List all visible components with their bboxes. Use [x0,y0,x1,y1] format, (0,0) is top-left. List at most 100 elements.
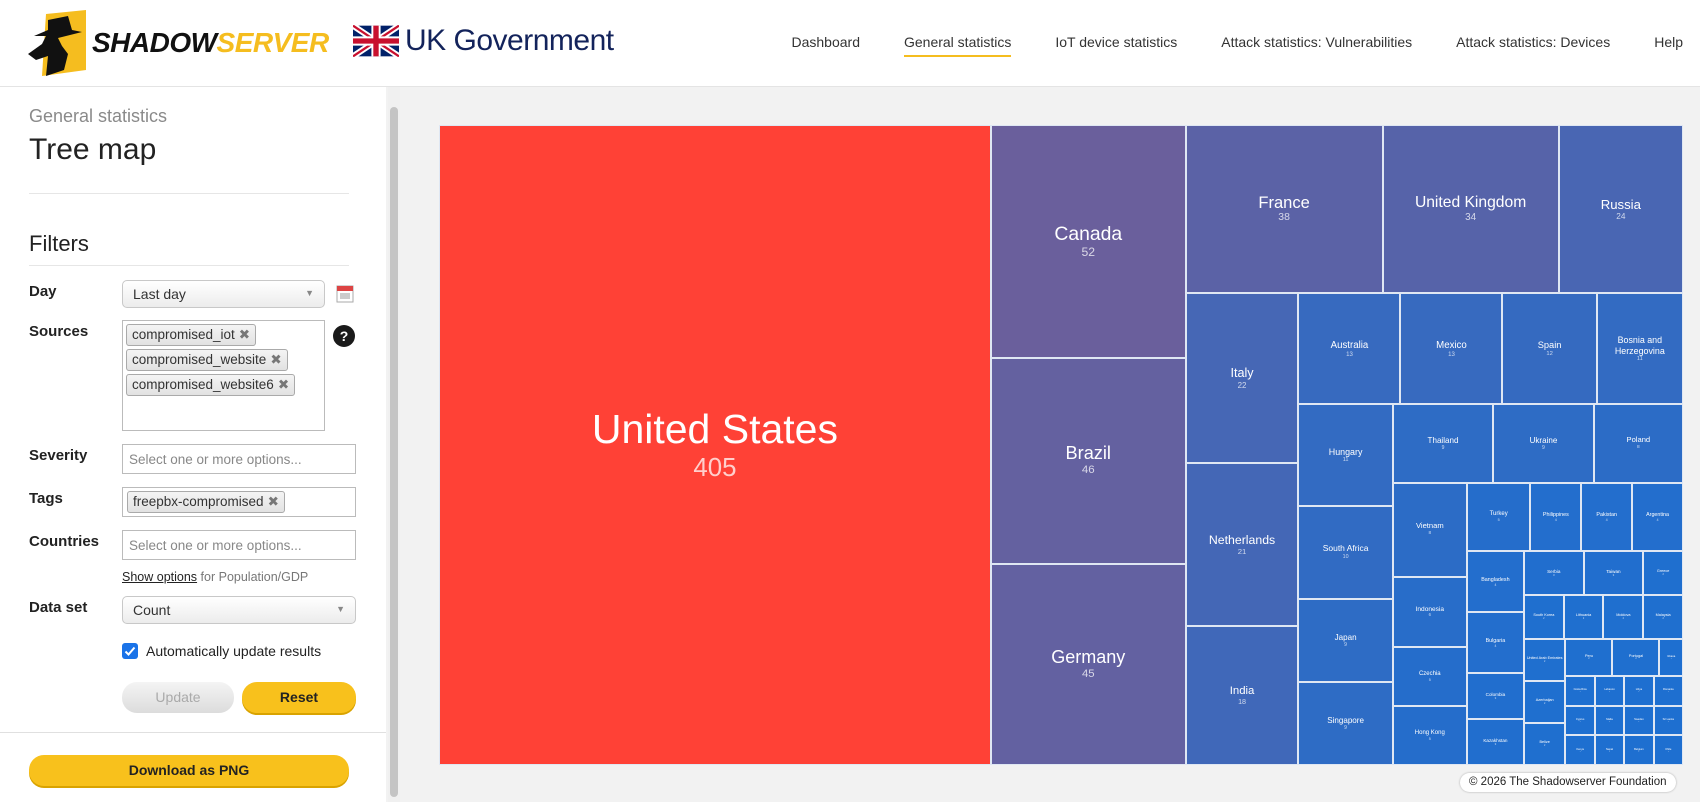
source-tag[interactable]: compromised_website ✖ [126,349,288,371]
treemap-cell[interactable]: Nepal 1 [1594,735,1625,765]
treemap-cell-label: Moldova [1616,613,1631,618]
treemap-cell[interactable]: Azerbaijan 2 [1523,680,1566,723]
reset-button[interactable]: Reset [242,682,356,713]
treemap-cell[interactable]: Romania 1 [1653,675,1683,706]
sources-multiselect[interactable]: compromised_iot ✖ compromised_website ✖ co… [122,320,325,431]
treemap-cell[interactable]: Lithuania 2 [1563,595,1604,639]
treemap-cell[interactable]: Serbia 3 [1523,551,1584,595]
logo-text-server: SERVER [216,27,330,58]
treemap-cell[interactable]: France 38 [1185,125,1383,294]
treemap-cell[interactable]: Hungary 11 [1298,404,1393,507]
treemap-cell[interactable]: Russia 24 [1558,125,1683,294]
chevron-down-icon: ▼ [305,288,314,298]
treemap-cell[interactable]: Netherlands 21 [1185,463,1299,626]
remove-tag-icon[interactable]: ✖ [277,377,290,392]
treemap-cell[interactable]: Sweden 1 [1624,705,1654,736]
treemap-cell[interactable]: Brazil 46 [990,357,1186,564]
treemap-cell[interactable]: United Kingdom 34 [1382,125,1559,294]
remove-tag-icon[interactable]: ✖ [267,494,279,509]
treemap-cell[interactable]: Poland 8 [1593,404,1683,483]
treemap-cell[interactable]: Colombia 3 [1466,673,1524,720]
treemap-cell[interactable]: Kazakhstan 3 [1466,719,1524,765]
treemap-cell[interactable]: Singapore 9 [1298,681,1393,765]
treemap-cell[interactable]: Pakistan 4 [1581,482,1633,552]
treemap-cell[interactable]: Sri Lanka 1 [1653,705,1683,736]
treemap-cell[interactable]: South Korea 2 [1523,595,1564,639]
show-options-link[interactable]: Show options [122,570,198,584]
treemap-cell[interactable]: Chile 1 [1653,735,1683,765]
tag-chip[interactable]: freepbx-compromised ✖ [127,491,285,513]
treemap-cell[interactable]: Vietnam 8 [1392,482,1467,577]
treemap-cell[interactable]: Taiwan 3 [1583,551,1644,595]
scrollbar-thumb[interactable] [390,107,398,797]
treemap-cell[interactable]: Australia 13 [1298,293,1401,405]
nav-iot-device-statistics[interactable]: IoT device statistics [1055,34,1178,50]
treemap-cell[interactable]: Malaysia 2 [1643,595,1683,639]
treemap-cell[interactable]: Ghana 1 [1659,638,1683,676]
severity-input[interactable]: Select one or more options... [122,444,356,474]
calendar-icon[interactable] [336,284,354,303]
treemap-cell[interactable]: Belize 2 [1523,722,1566,765]
treemap-cell[interactable]: Portugal 2 [1612,638,1660,676]
treemap-cell-label: Ghana [1667,654,1676,658]
treemap-cell[interactable]: Costa Rica 1 [1565,675,1595,706]
uk-government-logo: UK Government [353,24,614,58]
treemap-cell[interactable]: Bangladesh 4 [1466,551,1524,613]
update-button[interactable]: Update [122,682,234,713]
treemap-cell[interactable]: Peru 2 [1565,638,1613,676]
day-select[interactable]: Last day ▼ [122,280,325,308]
treemap-cell-value: 2 [1635,657,1637,661]
treemap-cell[interactable]: Belgium 1 [1624,735,1654,765]
shadowserver-logo[interactable]: SHADOWSERVER [28,8,329,78]
dataset-select[interactable]: Count ▼ [122,596,356,624]
treemap-cell[interactable]: Turkey 5 [1466,482,1531,552]
help-icon[interactable]: ? [333,325,355,347]
remove-tag-icon[interactable]: ✖ [238,327,251,342]
treemap-cell[interactable]: Philippines 4 [1530,482,1582,552]
treemap-cell[interactable]: Hong Kong 5 [1392,706,1467,765]
treemap-cell[interactable]: Italy 22 [1185,293,1299,464]
treemap-cell[interactable]: Cyprus 1 [1565,705,1595,736]
treemap-cell-label: Vietnam [1415,521,1444,531]
remove-tag-icon[interactable]: ✖ [270,352,282,367]
treemap-cell[interactable]: Malta 1 [1594,705,1625,736]
treemap-cell[interactable]: India 18 [1185,625,1299,765]
treemap-cell[interactable]: Bulgaria 4 [1466,612,1524,674]
day-value: Last day [133,286,186,302]
treemap-cell[interactable]: Lebanon 1 [1594,675,1625,706]
treemap-cell[interactable]: Moldova 2 [1603,595,1644,639]
treemap-cell[interactable]: Spain 12 [1502,293,1597,405]
treemap-cell[interactable]: Canada 52 [990,125,1186,358]
nav-general-statistics[interactable]: General statistics [903,34,1012,57]
countries-input[interactable]: Select one or more options... [122,530,356,560]
source-tag[interactable]: compromised_iot ✖ [126,324,257,346]
nav-dashboard[interactable]: Dashboard [791,34,860,50]
treemap-cell[interactable]: Germany 45 [990,563,1186,765]
tags-input[interactable]: freepbx-compromised ✖ [122,487,356,517]
treemap-cell[interactable]: Indonesia 6 [1392,576,1467,648]
treemap-cell[interactable]: Libya 1 [1624,675,1654,706]
treemap-cell-label: Cyprus [1575,717,1585,721]
treemap-cell[interactable]: Thailand 9 [1392,404,1494,483]
treemap-cell[interactable]: Ukraine 9 [1493,404,1594,483]
treemap-cell-value: 2 [1544,701,1546,705]
nav-attack-devices[interactable]: Attack statistics: Devices [1456,34,1611,50]
treemap-cell[interactable]: United Arab Emirates 2 [1523,638,1566,681]
auto-update-checkbox[interactable] [122,643,138,659]
treemap-cell[interactable]: Kenya 1 [1565,735,1595,765]
treemap-cell[interactable]: United States 405 [439,125,991,765]
treemap-cell[interactable]: Mexico 13 [1400,293,1503,405]
treemap-cell-value: 1 [1670,657,1672,660]
source-tag[interactable]: compromised_website6 ✖ [126,374,296,396]
treemap-cell[interactable]: Greece 2 [1643,551,1683,595]
treemap-cell[interactable]: Japan 9 [1298,598,1393,682]
treemap-cell[interactable]: Bosnia and Herzegovina 11 [1596,293,1683,405]
sidebar-scrollbar[interactable] [388,87,400,802]
treemap-cell[interactable]: Argentina 4 [1632,482,1683,552]
treemap-cell[interactable]: South Africa 10 [1298,506,1393,599]
download-png-button[interactable]: Download as PNG [29,755,349,786]
treemap-cell-label: United States [591,405,838,452]
nav-help[interactable]: Help [1654,34,1683,50]
treemap-cell[interactable]: Czechia 5 [1392,647,1467,707]
nav-attack-vulnerabilities[interactable]: Attack statistics: Vulnerabilities [1221,34,1413,50]
